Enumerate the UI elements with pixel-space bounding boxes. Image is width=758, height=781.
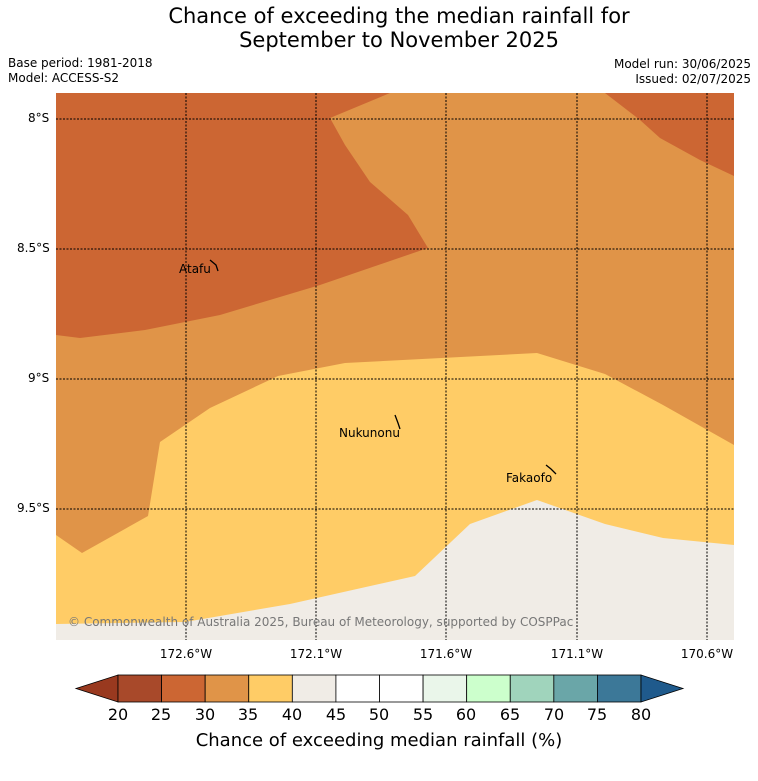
colorbar-segment: [597, 674, 642, 703]
graticule: [56, 93, 734, 640]
lat-label-9s: 9°S: [28, 371, 50, 385]
colorbar-segment: [204, 674, 250, 703]
lat-label-8s: 8°S: [28, 111, 50, 125]
colorbar-tick: 40: [281, 705, 303, 724]
colorbar-segment: [161, 674, 206, 703]
colorbar-tick: 80: [630, 705, 652, 724]
colorbar-tick: 50: [368, 705, 390, 724]
title-line-2: September to November 2025: [239, 28, 559, 52]
colorbar-tick: 55: [412, 705, 434, 724]
colorbar-tick: 75: [586, 705, 608, 724]
colorbar-segment: [422, 674, 468, 703]
atolls: [209, 259, 557, 475]
region-25-30-west: [56, 93, 428, 338]
region-25-30-northeast: [605, 93, 734, 176]
colorbar-over-arrow: [640, 674, 685, 703]
colorbar-segment: [335, 674, 380, 703]
colorbar-tick: 25: [150, 705, 172, 724]
lat-label-9-5s: 9.5°S: [17, 501, 50, 515]
colorbar-segment: [466, 674, 511, 703]
colorbar-tick: 20: [107, 705, 129, 724]
place-label-fakaofo: Fakaofo: [506, 471, 552, 485]
lon-label-172-6w: 172.6°W: [159, 647, 213, 661]
copyright-notice: © Commonwealth of Australia 2025, Bureau…: [68, 615, 573, 629]
colorbar-tick: 70: [543, 705, 565, 724]
model-run: Model run: 30/06/2025: [613, 57, 751, 71]
colorbar-tick: 65: [499, 705, 521, 724]
colorbar-tick: 60: [455, 705, 477, 724]
place-label-nukunonu: Nukunonu: [339, 426, 400, 440]
lon-label-171-6w: 171.6°W: [419, 647, 473, 661]
place-label-atafu: Atafu: [179, 262, 211, 276]
lat-label-8-5s: 8.5°S: [17, 241, 50, 255]
region-40-45: [56, 500, 734, 640]
lon-label-171-1w: 171.1°W: [550, 647, 604, 661]
colorbar-segment: [379, 674, 424, 703]
colorbar-tick: 35: [237, 705, 259, 724]
atafu-atoll: [209, 259, 219, 272]
lon-label-170-6w: 170.6°W: [680, 647, 734, 661]
colorbar-segment: [248, 674, 293, 703]
map-title: Chance of exceeding the median rainfall …: [0, 4, 758, 52]
nukunonu-atoll: [394, 414, 401, 430]
colorbar-segment: [291, 674, 337, 703]
lon-label-172-1w: 172.1°W: [289, 647, 343, 661]
colorbar-segment: [117, 674, 162, 703]
title-line-1: Chance of exceeding the median rainfall …: [168, 4, 630, 28]
colorbar-segment: [553, 674, 598, 703]
model-name: Model: ACCESS-S2: [8, 71, 120, 85]
colorbar-tick: 45: [325, 705, 347, 724]
base-period: Base period: 1981-2018: [8, 56, 153, 70]
meta-left: Base period: 1981-2018 Model: ACCESS-S2: [8, 56, 153, 86]
meta-right: Model run: 30/06/2025 Issued: 02/07/2025: [614, 57, 751, 87]
fakaofo-atoll: [545, 464, 557, 475]
colorbar-tick: 30: [194, 705, 216, 724]
colorbar-label: Chance of exceeding median rainfall (%): [195, 730, 563, 751]
issued-date: Issued: 02/07/2025: [635, 72, 751, 86]
colorbar-under-arrow: [74, 674, 119, 703]
colorbar-segment: [509, 674, 555, 703]
